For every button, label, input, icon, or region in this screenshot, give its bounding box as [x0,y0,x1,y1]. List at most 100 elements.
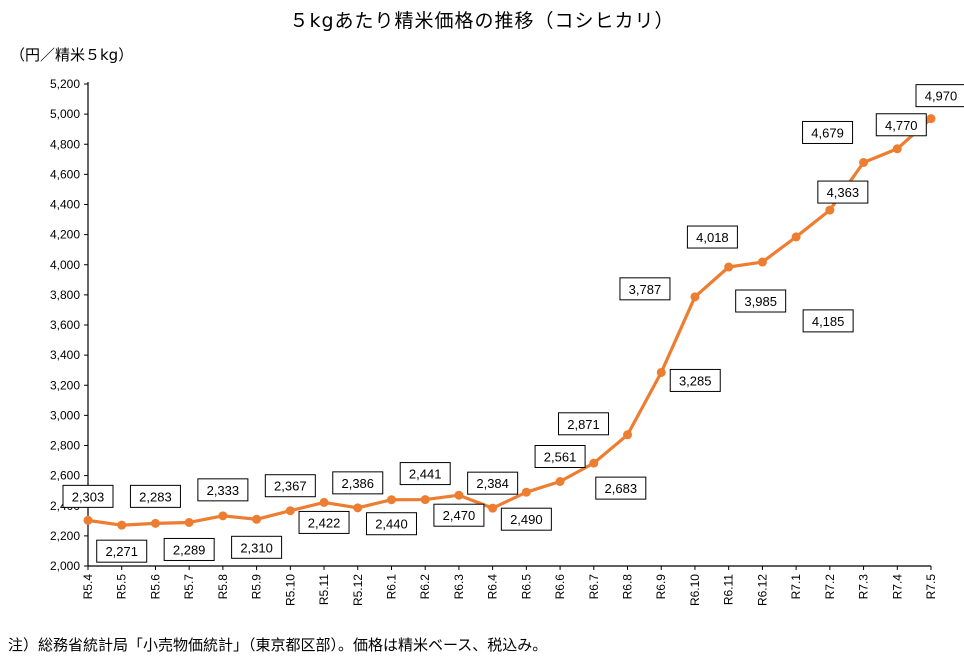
x-tick-label: R7.3 [857,574,871,600]
data-label: 2,367 [274,479,307,494]
data-label-box [197,478,249,502]
y-tick-label: 2,000 [50,559,80,573]
x-tick-label: R5.11 [317,574,331,605]
data-label: 2,683 [605,481,638,496]
x-tick-label: R6.3 [452,574,466,600]
x-tick-label: R5.9 [250,574,264,600]
x-tick-label: R6.8 [621,574,635,600]
x-tick-label: R6.4 [486,574,500,600]
data-point [386,495,396,505]
x-tick-label: R5.5 [115,574,129,600]
x-tick-label: R6.12 [755,574,769,606]
y-tick-label: 3,000 [50,408,80,422]
data-label-box [163,537,215,561]
data-point [555,476,565,486]
y-tick-label: 2,200 [50,529,80,543]
data-point [926,114,936,124]
data-label: 2,422 [308,515,341,530]
data-label: 2,271 [105,544,138,559]
x-tick-label: R7.5 [924,574,938,600]
data-label-box [595,476,647,500]
x-tick-label: R5.6 [148,574,162,600]
x-tick-label: R5.12 [351,574,365,606]
y-tick-label: 4,800 [50,137,80,151]
data-label-box [332,471,384,495]
data-label: 2,871 [567,417,600,432]
x-tick-label: R7.1 [789,574,803,600]
data-label-box [915,84,964,108]
data-label: 2,470 [443,508,476,523]
x-tick-label: R6.11 [722,574,736,605]
y-tick-label: 2,600 [50,469,80,483]
data-label-box [802,309,854,333]
data-label: 3,985 [744,294,777,309]
series-line [87,117,933,527]
data-label: 2,386 [341,476,374,491]
data-point [892,144,902,154]
data-point [150,518,160,528]
data-label-box [686,225,738,249]
data-label-box [96,539,148,563]
data-point [690,292,700,302]
y-tick-label: 3,800 [50,288,80,302]
data-label-box [62,484,114,508]
data-label: 2,283 [139,489,172,504]
data-label-box [802,120,854,144]
data-point [353,503,363,513]
data-label: 2,333 [207,483,240,498]
data-label: 3,787 [629,282,662,297]
data-label-box [735,289,787,313]
data-label: 2,561 [544,449,577,464]
y-axis-unit-label: （円／精米５kg） [10,46,134,64]
data-label: 4,679 [811,125,844,140]
data-label: 2,490 [510,512,543,527]
data-point [285,506,295,516]
data-label-box [365,512,417,536]
data-point [757,257,767,267]
data-point [454,490,464,500]
x-tick-label: R5.4 [81,574,95,600]
data-label-box [875,113,927,137]
x-tick-label: R7.2 [823,574,837,600]
y-tick-label: 4,000 [50,258,80,272]
data-label-box [467,471,519,495]
data-label-box [500,507,552,531]
data-point [859,157,869,167]
x-tick-label: R7.4 [890,574,904,600]
data-label: 4,018 [696,230,729,245]
x-tick-label: R5.10 [283,574,297,606]
y-tick-label: 2,800 [50,439,80,453]
data-point [623,430,633,440]
data-point [184,517,194,527]
data-label-box [669,368,721,392]
data-point [420,495,430,505]
data-label: 4,363 [827,185,860,200]
data-point [656,367,666,377]
data-label: 4,970 [925,89,958,104]
y-tick-label: 4,400 [50,198,80,212]
x-tick-label: R5.8 [216,574,230,600]
data-point [589,458,599,468]
x-tick-label: R6.10 [688,574,702,606]
data-label-box [298,510,350,534]
data-point [117,520,127,530]
data-label: 4,770 [885,118,918,133]
data-label-box [558,412,610,436]
chart-title: ５kgあたり精米価格の推移（コシヒカリ） [289,10,675,32]
data-label: 4,185 [812,314,845,329]
y-tick-label: 3,600 [50,318,80,332]
data-point [791,232,801,242]
x-tick-label: R6.1 [384,574,398,600]
data-label: 3,285 [679,373,712,388]
data-point [319,497,329,507]
data-label-box [433,503,485,527]
data-label-box [264,474,316,498]
source-note: 注）総務省統計局「小売物価統計」（東京都区部）。価格は精米ベース、税込み。 [8,636,548,654]
x-tick-label: R6.7 [587,574,601,600]
data-point [724,262,734,272]
x-tick-label: R6.5 [519,574,533,600]
data-label: 2,303 [72,489,105,504]
x-tick-label: R6.9 [654,574,668,600]
data-point [521,487,531,497]
